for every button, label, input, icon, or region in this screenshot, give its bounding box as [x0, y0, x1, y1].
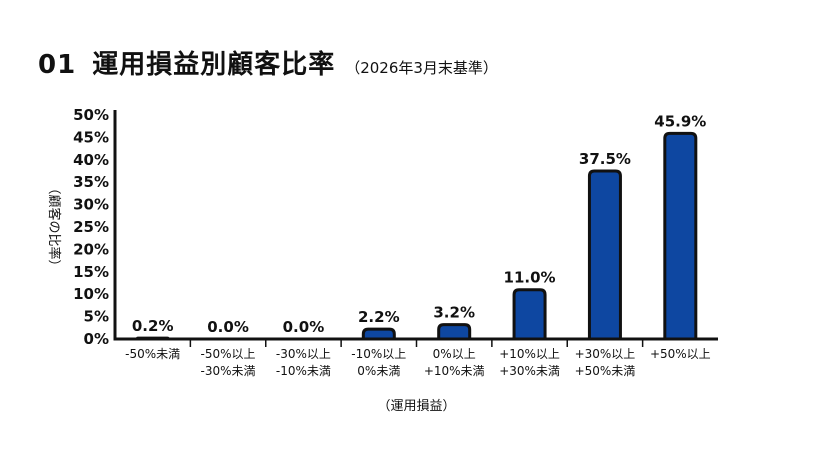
bar [135, 336, 170, 341]
data-label: 2.2% [358, 308, 400, 326]
category-label: 0%以上+10%未満 [424, 347, 485, 378]
category-label: -30%以上-10%未満 [276, 347, 331, 378]
y-tick-label: 0% [84, 330, 109, 348]
data-label: 0.0% [283, 318, 325, 336]
y-tick-label: 35% [73, 173, 109, 191]
chart-title: 運用損益別顧客比率 [92, 50, 336, 80]
y-tick-label: 30% [73, 196, 109, 214]
data-label: 0.0% [207, 318, 249, 336]
chart-header: 01 運用損益別顧客比率 （2026年3月末基準） [38, 44, 498, 81]
y-tick-label: 20% [73, 240, 109, 258]
y-tick-label: 25% [73, 218, 109, 236]
y-tick-label: 15% [73, 263, 109, 281]
data-label: 45.9% [654, 112, 706, 130]
category-label: -50%以上-30%未満 [201, 347, 256, 378]
y-tick-label: 10% [73, 285, 109, 303]
y-axis-label: （顧客の比率） [46, 181, 62, 272]
data-label: 3.2% [433, 304, 475, 322]
x-axis-label: （運用損益） [377, 399, 455, 414]
category-label: -50%未満 [125, 347, 180, 361]
data-label: 37.5% [579, 150, 631, 168]
chart-subtitle: （2026年3月末基準） [345, 59, 498, 77]
bar [512, 288, 547, 341]
data-label: 11.0% [504, 269, 556, 287]
y-tick-label: 45% [73, 128, 109, 146]
chart-number: 01 [38, 50, 77, 80]
category-label: +10%以上+30%未満 [499, 347, 560, 378]
bar [437, 323, 472, 341]
bar [663, 131, 698, 341]
data-label: 0.2% [132, 317, 174, 335]
bar [587, 169, 622, 341]
category-label: -10%以上 0%未満 [351, 347, 406, 378]
y-tick-label: 50% [73, 106, 109, 124]
bar [361, 327, 396, 341]
y-tick-label: 5% [84, 308, 109, 326]
y-tick-label: 40% [73, 151, 109, 169]
category-label: +50%以上 [650, 347, 711, 361]
category-label: +30%以上+50%未満 [575, 347, 636, 378]
